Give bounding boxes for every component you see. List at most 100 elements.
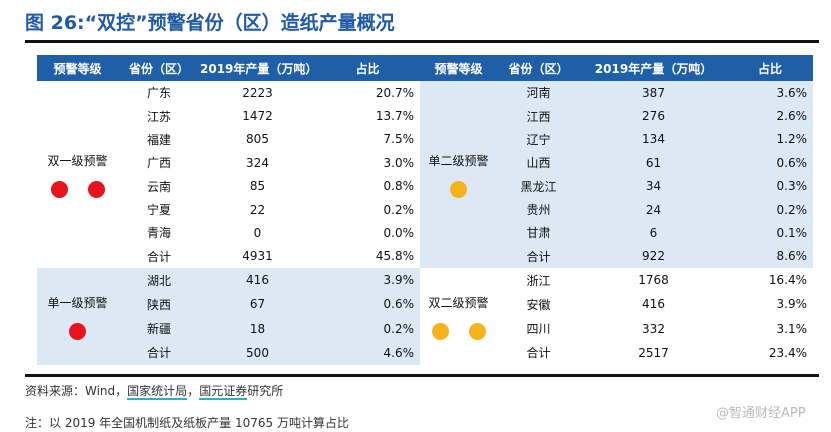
table-header: 预警等级 省份（区） 2019年产量（万吨） 占比 预警等级 省份（区） 2019年产量（万…	[37, 55, 813, 81]
header-cell: 省份（区）	[128, 61, 189, 76]
output-cell: 0	[253, 225, 262, 240]
share-cell: 4.6%	[383, 345, 415, 360]
red-warning-dot-icon	[87, 180, 105, 198]
share-cell: 2.6%	[776, 109, 808, 124]
province-cell: 四川	[526, 322, 551, 337]
table-row: 宁夏 22 0.2%	[118, 198, 420, 221]
share-cell: 3.9%	[383, 273, 415, 288]
province-cell: 广西	[146, 156, 171, 171]
warning-level-cell: 双二级预警	[420, 268, 497, 365]
orange-warning-dot-icon	[468, 322, 486, 340]
table-row: 江西 276 2.6%	[497, 104, 813, 127]
output-cell: 387	[642, 85, 665, 100]
table-row: 贵州 24 0.2%	[497, 198, 813, 221]
output-cell: 24	[645, 202, 662, 217]
table-row: 黑龙江 34 0.3%	[497, 175, 813, 198]
header-cell: 占比	[355, 61, 380, 76]
share-cell: 1.2%	[776, 132, 808, 147]
share-cell: 3.9%	[776, 297, 808, 312]
warning-group: 单二级预警 河南 387 3.6% 江西 276 2.6% 辽宁 134 1.2% 山西 61 0.6%…	[420, 81, 813, 268]
output-cell: 22	[249, 202, 266, 217]
output-cell: 1768	[638, 273, 669, 288]
output-cell: 922	[642, 249, 665, 264]
footnote: 注：以 2019 年全国机制纸及纸板产量 10765 万吨计算占比	[25, 416, 349, 430]
province-cell: 安徽	[526, 297, 551, 312]
table-row: 陕西 67 0.6%	[118, 292, 420, 316]
province-cell: 湖北	[146, 273, 171, 288]
table-row: 江苏 1472 13.7%	[118, 104, 420, 127]
output-cell: 500	[246, 345, 269, 360]
bottom-rule	[25, 374, 819, 377]
top-rule	[25, 40, 819, 43]
share-cell: 0.6%	[383, 297, 415, 312]
province-cell: 合计	[146, 346, 171, 361]
table-row: 浙江 1768 16.4%	[497, 268, 813, 292]
header-cell: 预警等级	[53, 61, 102, 76]
table-row: 广西 324 3.0%	[118, 151, 420, 174]
output-cell: 6	[649, 225, 658, 240]
source-line: 资料来源：Wind，国家统计局，国元证券研究所	[25, 382, 284, 400]
share-cell: 8.6%	[776, 249, 808, 264]
output-cell: 2223	[242, 85, 273, 100]
province-cell: 江苏	[146, 109, 171, 124]
province-cell: 黑龙江	[520, 179, 557, 194]
figure-title: 图 26:“双控”预警省份（区）造纸产量概况	[25, 12, 395, 34]
province-cell: 甘肃	[526, 226, 551, 241]
output-cell: 67	[249, 297, 266, 312]
share-cell: 0.1%	[776, 225, 808, 240]
table-row: 青海 0 0.0%	[118, 221, 420, 244]
output-cell: 134	[642, 132, 665, 147]
output-cell: 805	[246, 132, 269, 147]
province-cell: 合计	[146, 249, 171, 264]
source-link-guoyuan[interactable]: 国元证券	[199, 384, 248, 400]
province-cell: 新疆	[146, 322, 171, 337]
source-prefix: 资料来源：Wind，	[25, 384, 128, 398]
share-cell: 3.6%	[776, 85, 808, 100]
header-cell: 省份（区）	[508, 61, 569, 76]
table-row: 合计 4931 45.8%	[118, 245, 420, 268]
table-row: 四川 332 3.1%	[497, 317, 813, 341]
share-cell: 45.8%	[375, 249, 414, 264]
table-row: 合计 922 8.6%	[497, 245, 813, 268]
province-cell: 青海	[146, 226, 171, 241]
output-cell: 332	[642, 321, 665, 336]
share-cell: 13.7%	[375, 109, 414, 124]
province-cell: 合计	[526, 346, 551, 361]
table-row: 甘肃 6 0.1%	[497, 221, 813, 244]
province-cell: 浙江	[526, 273, 551, 288]
warning-group: 双一级预警 广东 2223 20.7% 江苏 1472 13.7% 福建 805 7.5% 广西 32…	[37, 81, 420, 268]
province-cell: 福建	[146, 132, 171, 147]
output-cell: 18	[249, 321, 266, 336]
output-cell: 4931	[242, 249, 273, 264]
province-cell: 合计	[526, 249, 551, 264]
header-cell: 预警等级	[434, 61, 483, 76]
source-link-nbs[interactable]: 国家统计局	[127, 384, 188, 400]
province-cell: 江西	[526, 109, 551, 124]
share-cell: 0.6%	[776, 155, 808, 170]
share-cell: 3.0%	[383, 155, 415, 170]
output-cell: 1472	[242, 109, 273, 124]
share-cell: 16.4%	[768, 273, 807, 288]
warning-level-cell: 单二级预警	[420, 81, 497, 268]
table-row: 山西 61 0.6%	[497, 151, 813, 174]
province-cell: 贵州	[526, 203, 551, 218]
red-warning-dot-icon	[69, 322, 86, 340]
output-cell: 61	[645, 155, 662, 170]
share-cell: 0.0%	[383, 225, 415, 240]
output-cell: 34	[645, 179, 662, 194]
share-cell: 0.2%	[383, 202, 415, 217]
warning-level-label: 单一级预警	[47, 295, 108, 310]
source-sep: ，	[187, 384, 200, 398]
table-row: 湖北 416 3.9%	[118, 268, 420, 292]
share-cell: 0.3%	[776, 179, 808, 194]
source-suffix: 研究所	[247, 384, 284, 398]
table-row: 福建 805 7.5%	[118, 128, 420, 151]
warning-level-cell: 双一级预警	[37, 81, 118, 268]
table-row: 广东 2223 20.7%	[118, 81, 420, 104]
table-row: 河南 387 3.6%	[497, 81, 813, 104]
province-cell: 云南	[146, 179, 171, 194]
warning-level-label: 双一级预警	[47, 153, 108, 168]
output-cell: 416	[642, 297, 665, 312]
red-warning-dot-icon	[50, 180, 68, 198]
header-cell: 2019年产量（万吨）	[594, 61, 713, 76]
